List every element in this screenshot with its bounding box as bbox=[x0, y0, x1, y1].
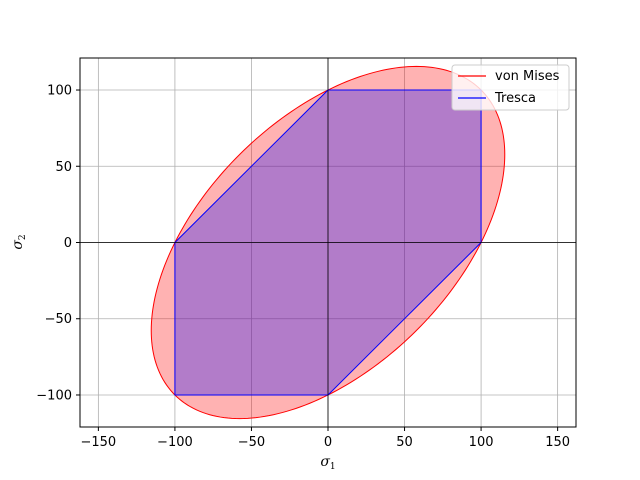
zero-lines-top bbox=[80, 58, 576, 427]
y-tick-label: 100 bbox=[47, 84, 72, 99]
x-axis-label: σ1 bbox=[320, 454, 335, 472]
y-axis-label: σ2 bbox=[10, 234, 28, 249]
y-tick-label: 0 bbox=[64, 236, 72, 251]
y-tick-label: −50 bbox=[45, 312, 72, 327]
x-tick-label: −150 bbox=[81, 435, 117, 450]
y-ticks: −100 −50 0 50 100 bbox=[36, 84, 80, 403]
x-tick-label: −50 bbox=[238, 435, 265, 450]
legend-label-von-mises: von Mises bbox=[495, 69, 560, 84]
x-tick-label: 0 bbox=[324, 435, 332, 450]
x-tick-label: 150 bbox=[545, 435, 570, 450]
x-tick-label: 50 bbox=[396, 435, 413, 450]
y-tick-label: −100 bbox=[36, 388, 72, 403]
legend: von Mises Tresca bbox=[451, 64, 570, 111]
x-tick-label: 100 bbox=[469, 435, 494, 450]
legend-label-tresca: Tresca bbox=[494, 91, 536, 106]
x-ticks: −150 −100 −50 0 50 100 150 bbox=[81, 427, 570, 450]
y-tick-label: 50 bbox=[55, 160, 72, 175]
x-tick-label: −100 bbox=[157, 435, 193, 450]
